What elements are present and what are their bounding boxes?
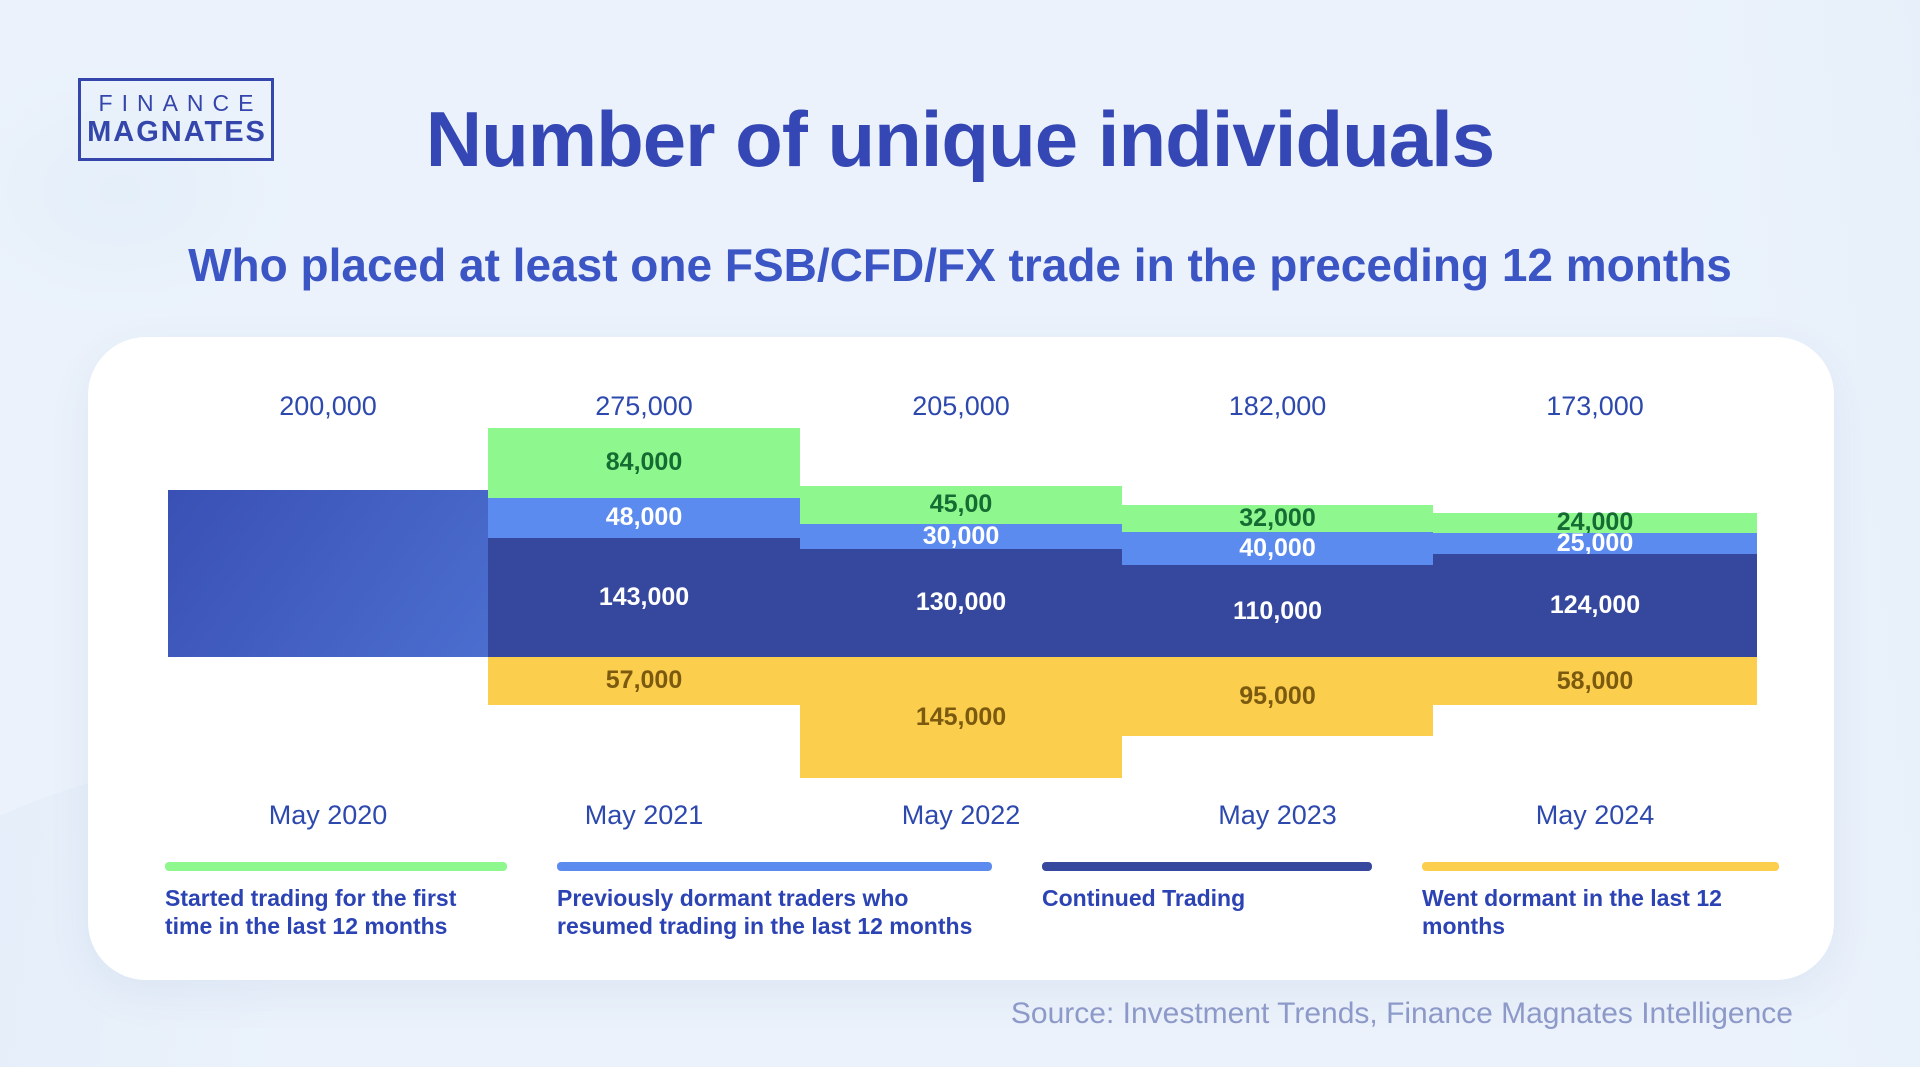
segment-value-label: 32,000 <box>1239 504 1316 533</box>
flow-segment-started-trading-for-the--may-2022: 45,00 <box>800 486 1122 524</box>
flow-segment-started-trading-for-the--may-2024: 24,000 <box>1433 508 1757 537</box>
legend-color-bar-3 <box>1042 862 1372 871</box>
total-label-may-2024: 173,000 <box>1546 391 1644 421</box>
segment-value-label: 45,00 <box>929 490 993 519</box>
legend-item-1: Started trading for the first time in th… <box>165 862 507 940</box>
segment-value-label: 95,000 <box>1239 682 1316 711</box>
page-subtitle: Who placed at least one FSB/CFD/FX trade… <box>188 239 1732 291</box>
flow-segment-continued-trading-may-2022: 130,000 <box>800 548 1122 657</box>
legend-label-2: Previously dormant traders who resumed t… <box>557 885 973 939</box>
total-label-may-2022: 205,000 <box>912 391 1010 421</box>
flow-segment-previously-dormant-trade-may-2024: 25,000 <box>1433 528 1757 557</box>
legend-color-bar-4 <box>1422 862 1779 871</box>
flow-segment-went-dormant-in-the-last-may-2023: 95,000 <box>1122 657 1433 737</box>
segment-value-label: 145,000 <box>915 702 1007 731</box>
segment-value-label: 24,000 <box>1556 508 1634 537</box>
chart-legend: Started trading for the first time in th… <box>165 862 1779 940</box>
flow-segment-went-dormant-in-the-last-may-2024: 58,000 <box>1433 657 1757 706</box>
segment-value-label: 84,000 <box>605 448 683 477</box>
legend-color-bar-1 <box>165 862 507 871</box>
segment-value-label: 58,000 <box>1556 666 1634 695</box>
flow-segment-continued-trading-may-2024: 124,000 <box>1433 553 1757 657</box>
segment-value-label: 143,000 <box>598 582 690 611</box>
date-label-may-2023: May 2023 <box>1218 800 1337 830</box>
flow-segment-started-trading-for-the--may-2023: 32,000 <box>1122 504 1433 533</box>
legend-item-4: Went dormant in the last 12 months <box>1422 862 1779 940</box>
flow-segment-went-dormant-in-the-last-may-2022: 145,000 <box>800 657 1122 778</box>
flow-segment-went-dormant-in-the-last-may-2021: 57,000 <box>488 657 800 705</box>
legend-item-2: Previously dormant traders who resumed t… <box>557 862 992 940</box>
flow-segment-previously-dormant-trade-may-2021: 48,000 <box>488 497 800 538</box>
total-label-may-2023: 182,000 <box>1228 391 1327 421</box>
logo-text-finance: FINANCE <box>98 89 263 116</box>
segment-value-label: 124,000 <box>1549 590 1641 619</box>
flow-segment-previously-dormant-trade-may-2022: 30,000 <box>800 521 1122 550</box>
flow-segment-started-trading-for-the--may-2021: 84,000 <box>488 427 800 498</box>
flow-segment-continued-trading-may-2021: 143,000 <box>488 537 800 657</box>
segment-value-label: 110,000 <box>1233 596 1322 625</box>
flow-segment-total-may-2020 <box>168 490 488 657</box>
page-title: Number of unique individuals <box>425 95 1495 183</box>
legend-label-4: Went dormant in the last 12 months <box>1422 885 1722 939</box>
total-label-may-2021: 275,000 <box>595 391 693 421</box>
date-label-may-2024: May 2024 <box>1535 800 1655 830</box>
segment-value-label: 25,000 <box>1556 528 1634 557</box>
legend-item-3: Continued Trading <box>1042 862 1372 940</box>
finance-magnates-logo: FINANCE MAGNATES <box>78 78 274 161</box>
segment-value-label: 40,000 <box>1239 534 1316 563</box>
legend-color-bar-2 <box>557 862 992 871</box>
legend-label-3: Continued Trading <box>1042 885 1246 911</box>
date-label-may-2022: May 2022 <box>901 800 1021 830</box>
flow-segment-previously-dormant-trade-may-2023: 40,000 <box>1122 532 1433 566</box>
source-text: Source: Investment Trends, Finance Magna… <box>1010 997 1793 1030</box>
segment-value-label: 130,000 <box>915 588 1007 617</box>
flow-segment-continued-trading-may-2023: 110,000 <box>1122 565 1433 657</box>
date-label-may-2020: May 2020 <box>268 800 388 830</box>
total-label-may-2020: 200,000 <box>279 391 377 421</box>
logo-text-magnates: MAGNATES <box>87 116 267 149</box>
legend-label-1: Started trading for the first time in th… <box>165 885 457 939</box>
segment-value-label: 48,000 <box>605 503 683 532</box>
date-label-may-2021: May 2021 <box>584 800 704 830</box>
segment-value-label: 30,000 <box>922 521 1000 550</box>
segment-value-label: 57,000 <box>605 666 683 695</box>
